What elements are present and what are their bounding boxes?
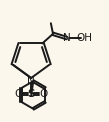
Text: OH: OH (76, 33, 92, 43)
Text: O: O (15, 89, 23, 99)
Text: S: S (27, 89, 35, 99)
Text: N: N (27, 76, 35, 86)
Text: O: O (39, 89, 48, 99)
Text: N: N (63, 33, 71, 43)
